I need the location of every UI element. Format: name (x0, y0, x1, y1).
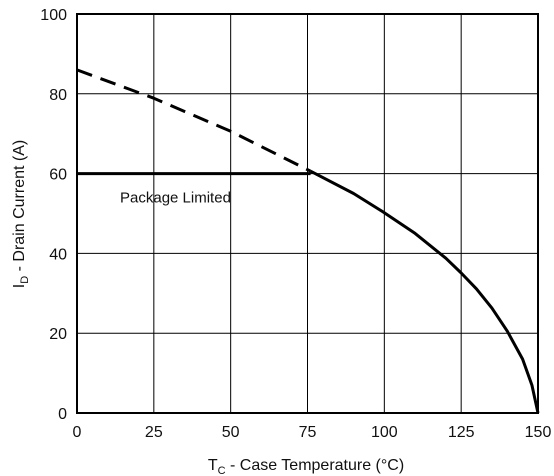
y-tick-label: 20 (49, 326, 67, 343)
y-tick-label: 60 (49, 167, 67, 184)
x-tick-label: 150 (525, 424, 552, 441)
grid-lines (77, 14, 538, 413)
y-tick-label: 0 (58, 406, 67, 423)
y-tick-labels: 0 20 40 60 80 100 (40, 7, 67, 423)
plot-frame (76, 13, 539, 414)
x-tick-label: 50 (222, 424, 240, 441)
y-axis-title: ID - Drain Current (A) (11, 140, 31, 288)
series-line-3 (309, 169, 540, 414)
x-tick-label: 25 (145, 424, 163, 441)
x-tick-label: 125 (448, 424, 475, 441)
series-line-1 (76, 68, 312, 173)
annotation-label: Package Limited (120, 190, 231, 207)
y-tick-label: 100 (40, 7, 67, 24)
x-tick-label: 75 (299, 424, 317, 441)
x-tick-labels: 0 25 50 75 100 125 150 (73, 424, 552, 441)
y-tick-label: 40 (49, 246, 67, 263)
x-tick-label: 0 (73, 424, 82, 441)
x-tick-label: 100 (371, 424, 398, 441)
annotations: Package Limited (120, 190, 231, 207)
x-axis-title: TC - Case Temperature (°C) (208, 457, 404, 476)
y-tick-label: 80 (49, 87, 67, 104)
series-layer (76, 68, 540, 414)
